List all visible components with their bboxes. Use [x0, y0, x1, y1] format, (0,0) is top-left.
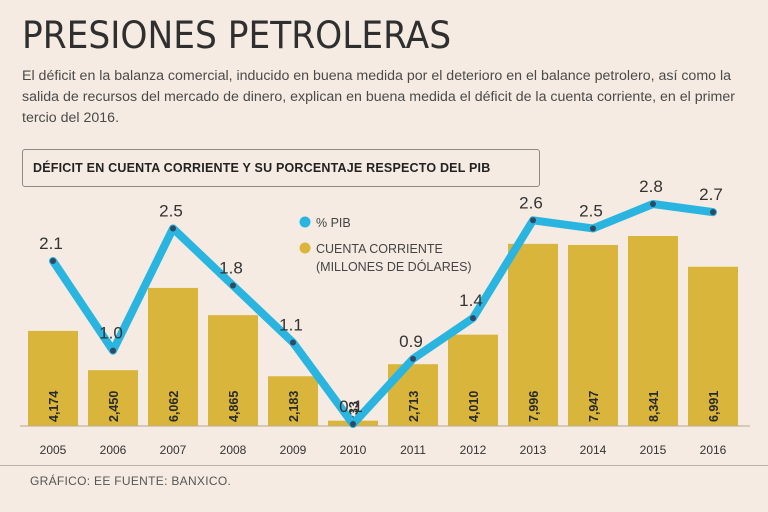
bar-value-label: 4,865 — [227, 391, 241, 422]
bar-2012 — [448, 334, 498, 426]
legend-swatch-cuenta — [299, 242, 311, 254]
pib-value-label: 0.1 — [339, 397, 363, 416]
intro-text: El déficit en la balanza comercial, indu… — [22, 68, 735, 126]
pib-point-2010 — [350, 421, 356, 427]
x-tick-label: 2016 — [700, 443, 727, 457]
page-title: PRESIONES PETROLERAS — [22, 14, 452, 57]
x-tick-label: 2014 — [580, 443, 607, 457]
bar-value-label: 2,183 — [287, 391, 301, 422]
pib-point-2006 — [110, 347, 116, 354]
bar-value-label: 7,947 — [587, 391, 601, 422]
pib-value-label: 2.7 — [699, 185, 723, 204]
legend: % PIB CUENTA CORRIENTE (MILLONES DE DÓLARE… — [299, 216, 472, 274]
x-tick-label: 2013 — [520, 443, 547, 457]
pib-value-label: 2.8 — [639, 177, 663, 196]
x-tick-label: 2015 — [640, 443, 667, 457]
x-tick-label: 2011 — [400, 443, 426, 457]
bar-value-label: 4,174 — [47, 391, 61, 422]
line-layer: 2.1 1.0 2.5 1.8 1.1 0.1 0.9 1.4 2.6 2.5 2.8 2.7 — [39, 177, 723, 428]
pib-point-2015 — [650, 201, 656, 207]
pib-point-2007 — [170, 225, 176, 232]
x-tick-label: 2005 — [40, 443, 67, 457]
x-tick-label: 2007 — [160, 443, 187, 457]
source-note: GRÁFICO: EE FUENTE: BANXICO. — [30, 474, 232, 488]
bar-2005 — [28, 330, 78, 426]
pib-point-2016 — [710, 209, 716, 216]
legend-label-cuenta-units: (MILLONES DE DÓLARES) — [316, 259, 472, 274]
bars-layer: 4,174 2,450 6,062 4,865 2,183 233 2,713 4,010 7,… — [28, 236, 738, 426]
pib-value-label: 2.1 — [39, 234, 63, 253]
bar-value-label: 2,450 — [107, 391, 121, 422]
pib-value-label: 2.5 — [579, 201, 603, 220]
bar-2016 — [688, 266, 738, 426]
pib-point-2009 — [290, 339, 296, 346]
pib-line — [49, 200, 717, 428]
x-tick-label: 2012 — [460, 443, 487, 457]
bar-2008 — [208, 315, 258, 426]
bar-2006 — [88, 370, 138, 426]
bar-value-label: 8,341 — [647, 391, 661, 422]
bar-2014 — [568, 244, 618, 426]
pib-value-label: 1.1 — [279, 316, 303, 335]
bar-value-label: 6,062 — [167, 391, 181, 422]
legend-swatch-pib — [299, 216, 311, 228]
pib-point-2011 — [410, 355, 416, 362]
pib-value-label: 1.8 — [219, 258, 243, 277]
pib-value-label: 0.9 — [399, 332, 423, 351]
bar-value-label: 7,996 — [527, 391, 541, 422]
legend-label-cuenta: CUENTA CORRIENTE — [316, 242, 443, 256]
pib-point-2012 — [470, 315, 476, 322]
x-tick-label: 2008 — [220, 443, 247, 457]
chart-title: DÉFICIT EN CUENTA CORRIENTE Y SU PORCENT… — [22, 149, 540, 187]
footer-divider — [0, 465, 768, 466]
bar-value-label: 4,010 — [467, 391, 481, 422]
pib-value-label: 2.6 — [519, 193, 543, 212]
bar-2007 — [148, 287, 198, 426]
pib-point-2013 — [530, 217, 536, 224]
bar-2009 — [268, 376, 318, 426]
pib-value-label: 1.0 — [99, 324, 123, 343]
pib-point-2005 — [50, 258, 56, 265]
legend-label-pib: % PIB — [316, 216, 351, 230]
x-tick-label: 2009 — [280, 443, 307, 457]
pib-value-label: 1.4 — [459, 291, 483, 310]
bar-2013 — [508, 243, 558, 426]
pib-point-2014 — [590, 225, 596, 232]
x-tick-label: 2006 — [100, 443, 127, 457]
bar-value-label: 6,991 — [707, 391, 721, 422]
bar-2015 — [628, 236, 678, 426]
x-tick-label: 2010 — [340, 443, 367, 457]
x-axis-labels: 2005 2006 2007 2008 2009 2010 2011 2012 2013 2014… — [40, 443, 727, 457]
chart: 4,174 2,450 6,062 4,865 2,183 233 2,713 4,010 7,… — [20, 177, 750, 428]
bar-value-label: 2,713 — [407, 391, 421, 422]
pib-value-label: 2.5 — [159, 201, 183, 220]
pib-point-2008 — [230, 282, 236, 289]
